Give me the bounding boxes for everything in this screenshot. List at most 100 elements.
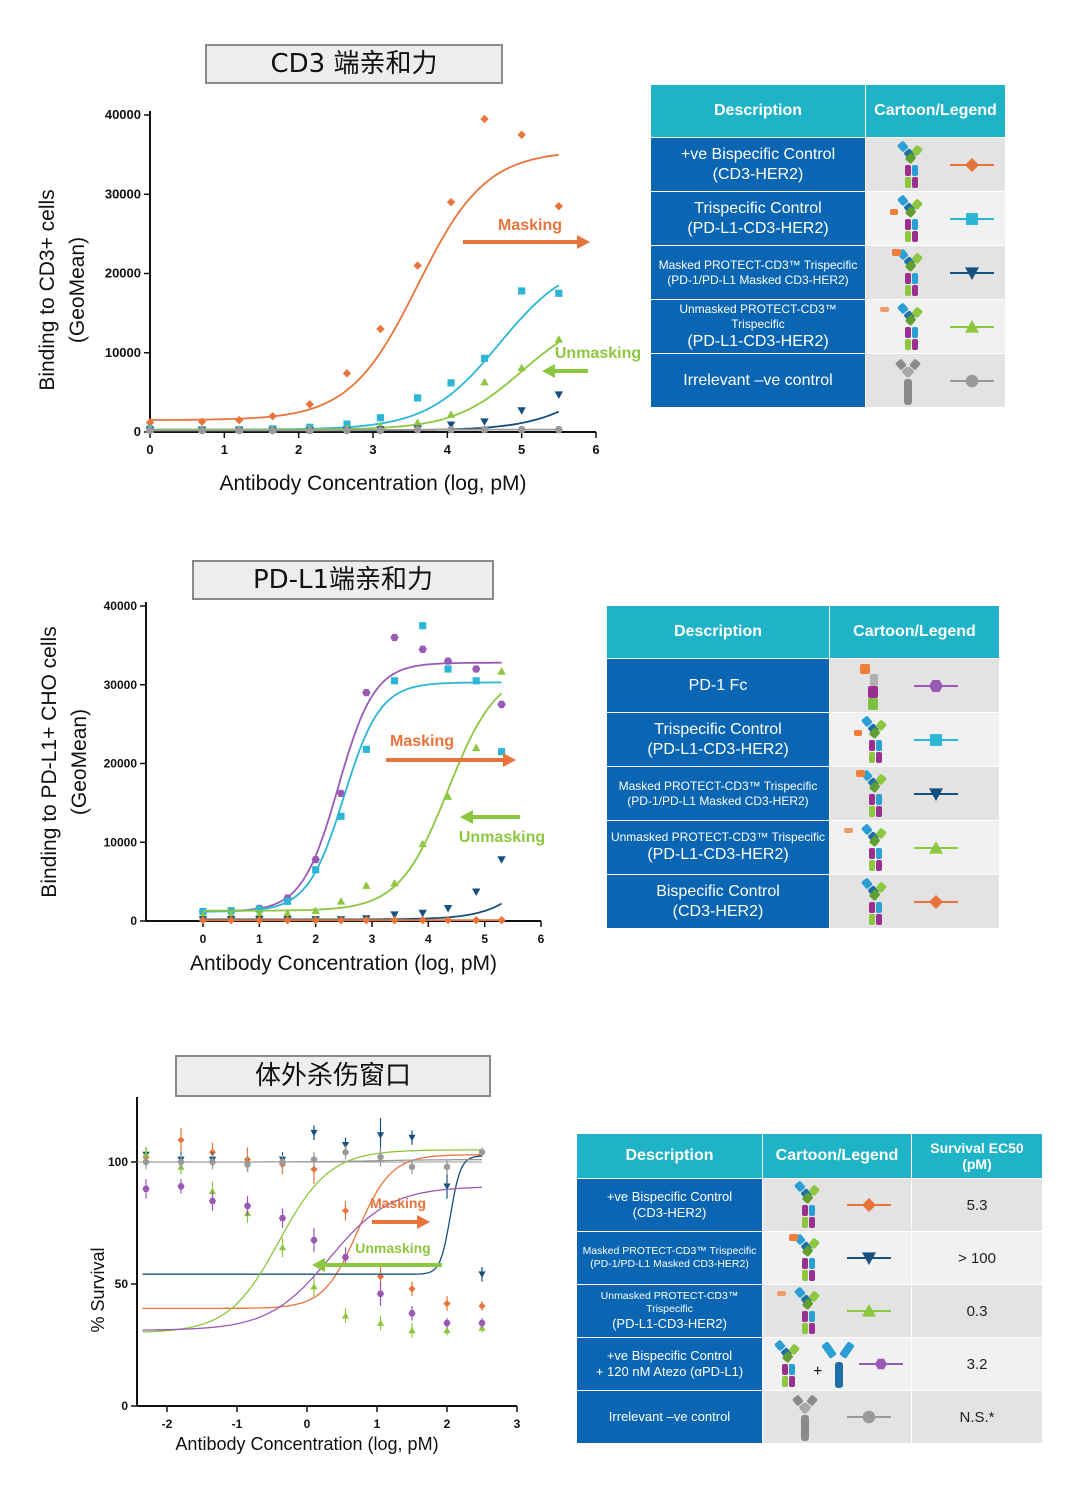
data-point: [443, 657, 453, 665]
legend-marker: [965, 319, 979, 333]
x-tick-label: 1: [374, 1417, 381, 1431]
data-point: [480, 418, 489, 426]
data-point: [390, 633, 399, 642]
data-point: [336, 789, 346, 798]
legend-description-line: Trispecific Control: [654, 720, 782, 738]
legend-description-line: Masked PROTECT-CD3™ Trispecific: [582, 1244, 757, 1257]
data-point: [343, 426, 351, 435]
fit-curve: [202, 681, 502, 913]
legend-description-line: Unmasked PROTECT-CD3™ Trispecific: [610, 830, 826, 844]
chart-3-title: 体外杀伤窗口: [175, 1055, 491, 1097]
data-point: [244, 1161, 251, 1168]
survival-ec50-value: 5.3: [911, 1178, 1043, 1232]
legend-header-0: Description: [606, 605, 830, 659]
legend-description-line: Unmasked PROTECT-CD3™ Trispecific: [600, 1289, 739, 1315]
legend-row: +ve Bispecific Control (CD3-HER2) 5.3: [576, 1178, 1043, 1232]
x-tick-label: 2: [444, 1417, 451, 1431]
data-point: [390, 911, 399, 919]
series-diamond: [145, 114, 564, 427]
fit-curve: [142, 1149, 482, 1333]
y-tick-label: 30000: [104, 678, 138, 692]
y-tick-label: 20000: [105, 266, 141, 281]
survival-ec50-value: > 100: [911, 1231, 1043, 1285]
data-point: [390, 916, 399, 925]
data-point: [283, 897, 292, 905]
arrow-head-icon: [460, 810, 473, 824]
legend-description-line: Masked PROTECT-CD3™ Trispecific: [618, 778, 818, 793]
data-point: [478, 1149, 486, 1156]
series-hexagon: [198, 633, 506, 916]
legend-table-3: Description Cartoon/Legend Survival EC50 (…: [576, 1133, 1043, 1444]
data-point: [142, 1151, 150, 1158]
legend-description-line: (PD-L1-CD3-HER2): [647, 846, 789, 863]
data-point: [268, 426, 277, 435]
legend-row: Trispecific Control (PD-L1-CD3-HER2): [650, 191, 1006, 246]
x-tick-label: 2: [312, 932, 319, 946]
chart-2-title: PD-L1端亲和力: [192, 560, 494, 600]
legend-marker: [965, 157, 979, 172]
arrow-head-icon: [417, 1215, 430, 1229]
y-tick-label: 0: [121, 1399, 128, 1413]
legend-header-1: Cartoon/Legend: [829, 605, 1000, 659]
legend-description: +ve Bispecific Control (CD3-HER2): [650, 137, 866, 192]
pd1-fc-icon: [829, 658, 1000, 713]
data-point: [443, 916, 453, 925]
data-point: [268, 411, 277, 421]
series-triangle-down: [142, 1118, 486, 1282]
data-point: [497, 916, 506, 925]
data-point: [146, 426, 154, 435]
legend-row: Irrelevant –ve control: [650, 353, 1006, 408]
series-triangle-down: [198, 856, 506, 924]
trispecific-antibody-icon: [829, 712, 1000, 767]
survival-ec50-value: 3.2: [911, 1337, 1043, 1391]
masked-trispecific-icon: [865, 245, 1006, 300]
y-tick-label: 40000: [104, 599, 138, 613]
masked-trispecific-icon: [829, 766, 1000, 821]
data-point: [554, 201, 564, 211]
legend-description: Trispecific Control (PD-L1-CD3-HER2): [606, 712, 830, 767]
annotation-masking: Masking: [370, 1195, 426, 1211]
legend-description-line: +ve Bispecific Control: [606, 1188, 733, 1204]
legend-description-line: (CD3-HER2): [672, 902, 764, 920]
y-tick-label: 40000: [105, 107, 141, 122]
data-point: [413, 425, 422, 434]
data-point: [555, 425, 563, 434]
fit-curve: [150, 284, 560, 431]
legend-description: +ve Bispecific Control (CD3-HER2): [576, 1178, 763, 1232]
x-tick-label: 6: [592, 442, 599, 457]
arrow-head-icon: [503, 753, 516, 767]
x-tick-label: 2: [295, 442, 302, 457]
legend-description-line: (CD3-HER2): [632, 1205, 707, 1220]
legend-marker: [862, 1198, 876, 1212]
data-point: [197, 417, 207, 426]
legend-description: Unmasked PROTECT-CD3™ Trispecific (PD-L1-…: [606, 820, 830, 875]
fit-curve: [142, 1155, 483, 1275]
data-point: [306, 426, 314, 435]
data-point: [255, 905, 263, 913]
legend-marker: [965, 266, 979, 280]
data-point: [554, 391, 564, 399]
x-tick-label: 4: [425, 932, 432, 946]
series-hexagon: [142, 1179, 486, 1331]
legend-table-1: Description Cartoon/Legend +ve Bispecific …: [650, 84, 1006, 408]
data-point: [480, 354, 489, 362]
data-point: [278, 1215, 287, 1222]
y-tick-label: 30000: [105, 186, 141, 201]
x-axis-label: Antibody Concentration (log, pM): [175, 1434, 438, 1454]
data-point: [413, 261, 422, 270]
data-point: [480, 425, 489, 434]
irrelevant-antibody-icon: [865, 353, 1006, 408]
data-point: [414, 394, 422, 402]
chart-2-pdl1-binding: 0 1 2 3 4 5 6 0 10000 20000 30000 40000 Antibody Con…: [38, 599, 545, 975]
data-point: [341, 1207, 350, 1215]
data-point: [310, 1282, 318, 1290]
fit-curve: [203, 692, 503, 912]
data-point: [446, 197, 456, 207]
legend-row: Masked PROTECT-CD3™ Trispecific (PD-1/PD-…: [606, 766, 1000, 821]
data-point: [408, 1163, 416, 1171]
legend-description-line: (PD-1/PD-L1 Masked CD3-HER2): [667, 272, 849, 287]
data-point: [142, 1158, 150, 1166]
data-point: [177, 1136, 185, 1144]
data-point: [177, 1158, 185, 1166]
legend-description: Bispecific Control (CD3-HER2): [606, 874, 830, 929]
